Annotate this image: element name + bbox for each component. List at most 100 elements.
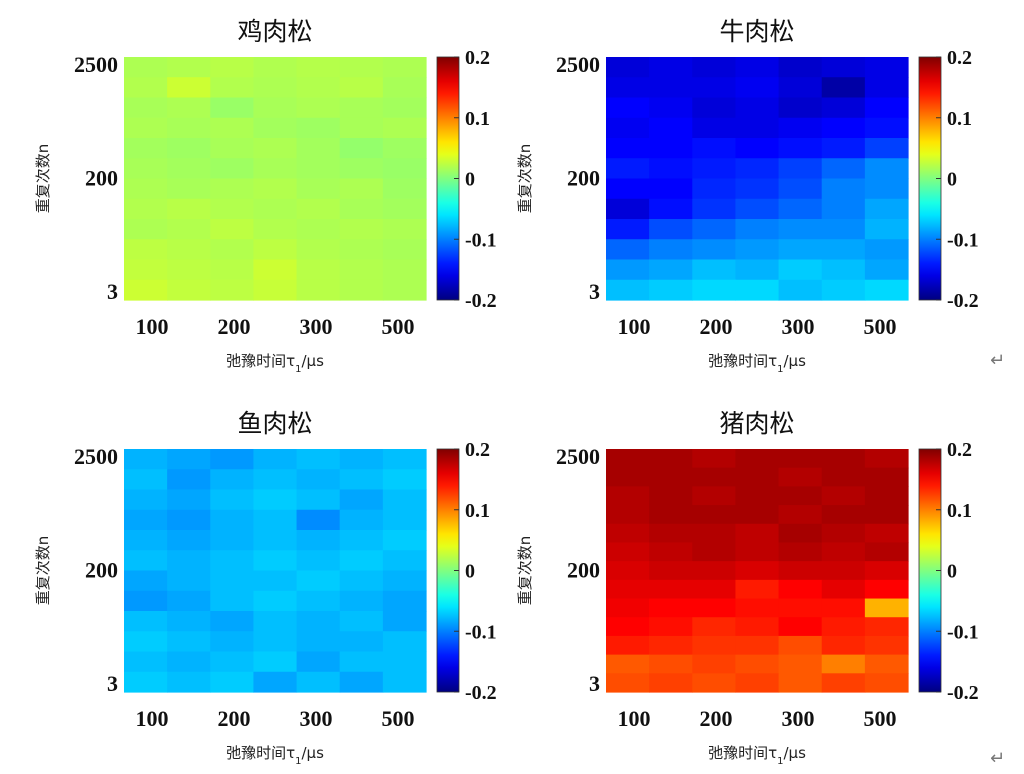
heatmap-cell (821, 198, 866, 220)
heatmap-cell (735, 523, 780, 544)
heatmap-cell (649, 673, 693, 693)
heatmap-cell (778, 579, 823, 600)
y-tick-label: 3 (589, 279, 600, 304)
colorbar-tick-label: 0.2 (465, 47, 490, 69)
heatmap-cell (382, 279, 427, 301)
heatmap-cell (124, 57, 168, 78)
heatmap-cell (821, 97, 866, 119)
y-tick-label: 200 (85, 166, 118, 191)
heatmap-cell (735, 198, 780, 220)
heatmap-cell (649, 579, 693, 600)
heatmap-cell (210, 469, 255, 491)
heatmap-cell (382, 239, 427, 261)
colorbar-tick-label: -0.1 (947, 621, 979, 643)
heatmap-cell (649, 158, 693, 180)
heatmap-cell (735, 259, 780, 281)
heatmap-cell (649, 178, 693, 200)
y-axis-label: 重复次数n (516, 536, 534, 606)
heatmap-cell (692, 158, 737, 180)
heatmap-cell (649, 219, 693, 240)
heatmap-cell (864, 523, 909, 544)
heatmap-cell (339, 469, 384, 491)
colorbar-tick-label: 0.2 (947, 47, 972, 69)
heatmap-cell (382, 77, 427, 99)
heatmap-cell (296, 178, 341, 200)
colorbar-tick-label: 0 (947, 169, 957, 191)
heatmap-cell (339, 509, 384, 531)
heatmap-cell (167, 631, 211, 653)
heatmap-cell (253, 138, 298, 159)
heatmap-cell (735, 57, 780, 78)
heatmap-cell (821, 673, 866, 693)
heatmap-cell (253, 178, 298, 200)
heatmap-cell (606, 138, 650, 159)
panel-fish: 鱼肉松 2500 200 3 100 200 300 500 弛豫时间τ1/μs 重复次数n 0.2… (12, 392, 512, 770)
heatmap-cell (167, 158, 211, 180)
heatmap-cell (649, 138, 693, 159)
heatmap-cell (124, 279, 168, 301)
x-axis-label: 弛豫时间τ1/μs (708, 352, 806, 375)
heatmap-cell (649, 57, 693, 78)
heatmap-pork: 猪肉松 2500 200 3 100 200 300 500 弛豫时间τ1/μs 重复次数n 0.2… (516, 409, 979, 767)
heatmap-cell (167, 198, 211, 220)
return-mark-bottom: ↵ (990, 748, 1006, 769)
heatmap-cell (735, 158, 780, 180)
panel-chicken: 鸡肉松 2500 200 3 100 200 300 500 弛豫时间τ1/μs 重复次数n 0.2… (12, 0, 512, 378)
heatmap-cell (735, 138, 780, 159)
heatmap-cell (735, 279, 780, 301)
chart-title: 猪肉松 (719, 409, 794, 438)
heatmap-cell (735, 117, 780, 139)
heatmap-cell (296, 550, 341, 572)
heatmap-beef: 牛肉松 2500 200 3 100 200 300 500 弛豫时间τ1/μs 重复次数n 0.2… (516, 17, 979, 375)
heatmap-cell (167, 97, 211, 119)
heatmap-cell (778, 219, 823, 240)
heatmap-cell (778, 467, 823, 487)
y-tick-label: 200 (567, 166, 600, 191)
heatmap-cell (124, 530, 168, 551)
heatmap-cell (735, 486, 780, 506)
heatmap-cell (210, 611, 255, 632)
heatmap-cell (210, 259, 255, 281)
heatmap-cell (339, 158, 384, 180)
heatmap-cell (864, 561, 909, 581)
heatmap-cell (210, 550, 255, 572)
heatmap-cell (864, 97, 909, 119)
y-tick-label: 3 (107, 671, 118, 696)
heatmap-cell (735, 219, 780, 240)
heatmap-cell (864, 635, 909, 656)
heatmap-cell (821, 486, 866, 506)
heatmap-cell (210, 117, 255, 139)
heatmap-cell (692, 673, 737, 693)
heatmap-cell (296, 259, 341, 281)
colorbar-tick-label: 0.1 (947, 108, 972, 130)
heatmap-cell (864, 158, 909, 180)
heatmap-chicken: 鸡肉松 2500 200 3 100 200 300 500 弛豫时间τ1/μs 重复次数n 0.2… (34, 17, 497, 375)
heatmap-cell (339, 489, 384, 511)
heatmap-cell (124, 489, 168, 511)
y-tick-label: 200 (567, 558, 600, 583)
heatmap-cell (864, 673, 909, 693)
heatmap-cell (253, 590, 298, 612)
y-tick-label: 2500 (74, 52, 118, 77)
heatmap-cell (253, 239, 298, 261)
heatmap-cell (253, 97, 298, 119)
heatmap-cell (210, 57, 255, 78)
heatmap-cell (864, 57, 909, 78)
heatmap-cell (778, 505, 823, 525)
heatmap-cell (778, 654, 823, 674)
heatmap-cell (253, 570, 298, 592)
heatmap-cell (253, 198, 298, 220)
heatmap-cell (296, 57, 341, 78)
heatmap-cell (296, 489, 341, 511)
x-tick-label: 200 (218, 706, 251, 731)
y-tick-label: 3 (589, 671, 600, 696)
heatmap-cell (167, 550, 211, 572)
heatmap-cell (778, 117, 823, 139)
heatmap-cell (382, 158, 427, 180)
heatmap-cell (210, 219, 255, 240)
heatmap-cell (339, 259, 384, 281)
heatmap-cell (649, 77, 693, 99)
heatmap-cell (821, 449, 866, 469)
heatmap-cell (778, 198, 823, 220)
heatmap-cell (210, 77, 255, 99)
